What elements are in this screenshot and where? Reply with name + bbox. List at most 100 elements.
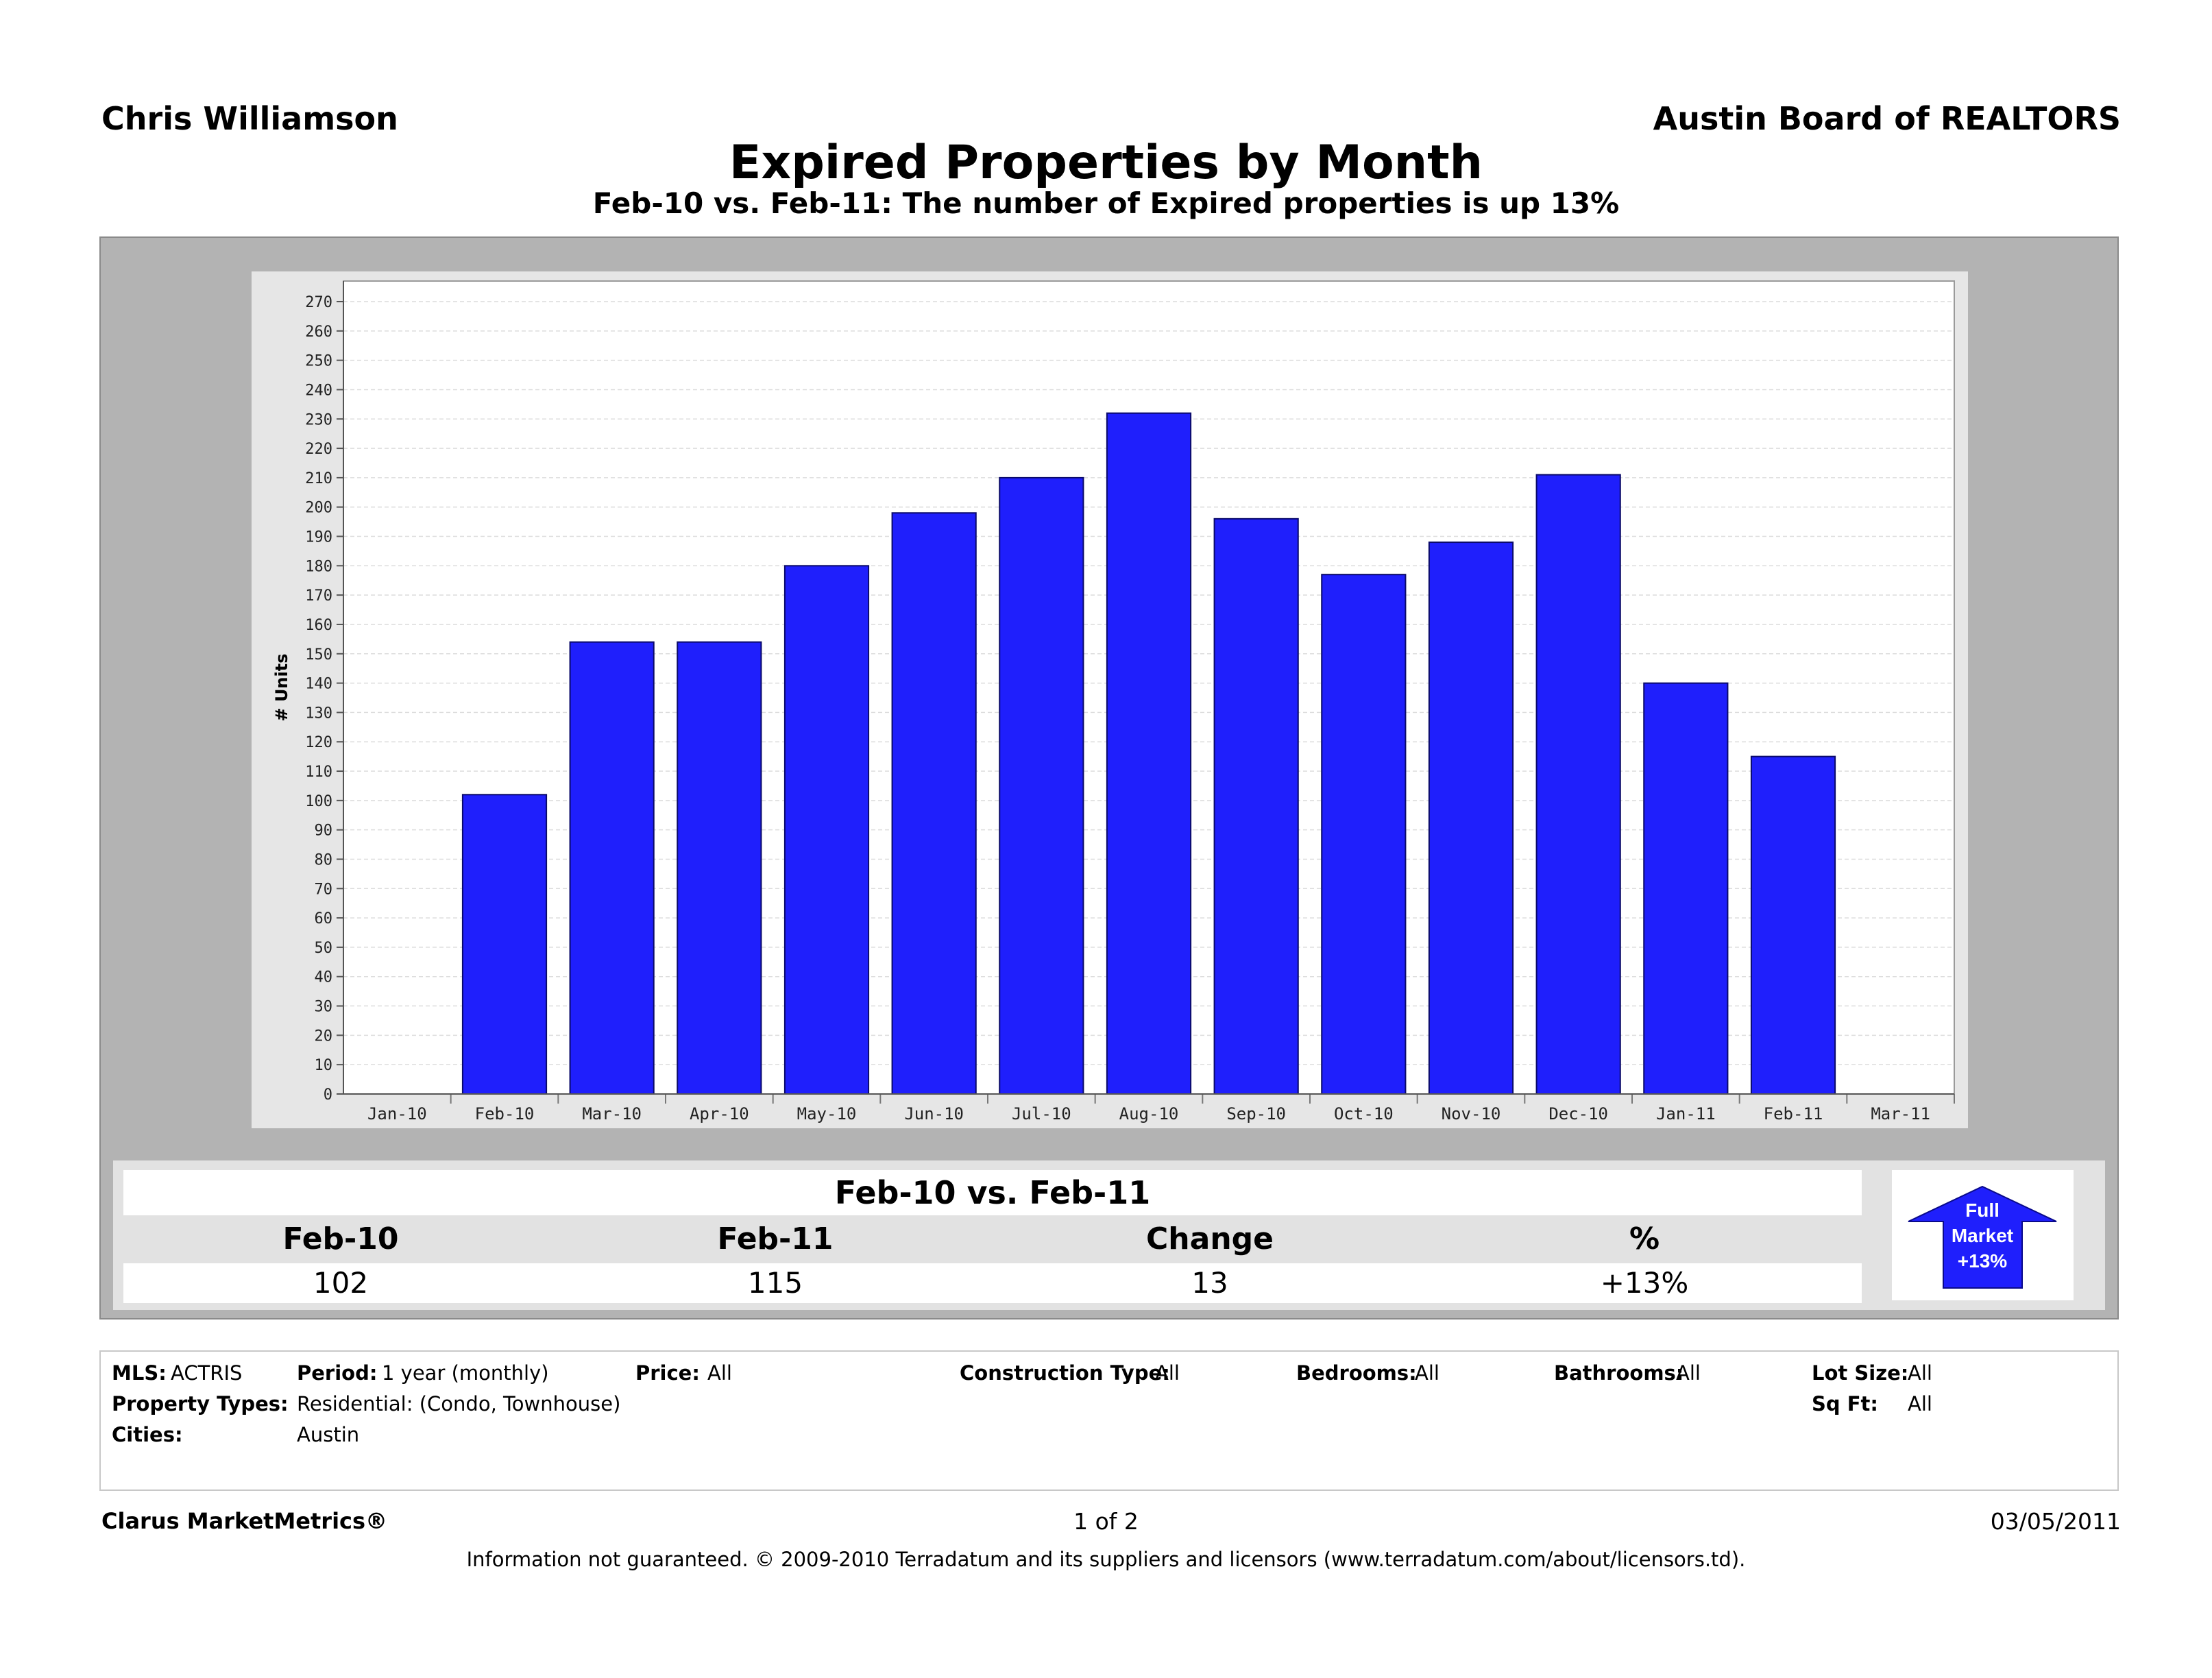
y-tick-label: 120 bbox=[305, 734, 332, 751]
cities-value: Austin bbox=[297, 1423, 360, 1446]
badge-line3: +13% bbox=[1958, 1250, 2007, 1272]
lot-size-label: Lot Size: bbox=[1812, 1361, 1909, 1385]
brand-footer: Clarus MarketMetrics® bbox=[101, 1508, 388, 1534]
x-tick-label: Jan-10 bbox=[367, 1104, 427, 1123]
y-tick-label: 150 bbox=[305, 646, 332, 664]
board-name: Austin Board of REALTORS bbox=[1653, 100, 2121, 137]
up-arrow-icon: Full Market +13% bbox=[1908, 1185, 2057, 1289]
lot-size-value: All bbox=[1908, 1361, 1932, 1385]
x-tick-label: Feb-10 bbox=[475, 1104, 535, 1123]
badge-line2: Market bbox=[1952, 1225, 2013, 1246]
header-feb10: Feb-10 bbox=[282, 1221, 399, 1256]
bar-May-10 bbox=[783, 565, 870, 1095]
comparison-value-row bbox=[123, 1263, 1862, 1303]
x-tick-label: Mar-10 bbox=[582, 1104, 642, 1123]
y-tick-label: 100 bbox=[305, 793, 332, 810]
property-types-value: Residential: (Condo, Townhouse) bbox=[297, 1392, 621, 1415]
agent-name: Chris Williamson bbox=[101, 100, 398, 137]
bar-Sep-10 bbox=[1213, 518, 1299, 1095]
price-value: All bbox=[707, 1361, 732, 1385]
price-label: Price: bbox=[635, 1361, 700, 1385]
period-label: Period: bbox=[297, 1361, 378, 1385]
y-tick-label: 230 bbox=[305, 411, 332, 428]
x-tick-label: Jun-10 bbox=[904, 1104, 964, 1123]
y-tick-label: 130 bbox=[305, 705, 332, 722]
y-tick-label: 260 bbox=[305, 324, 332, 341]
bar-Jul-10 bbox=[999, 476, 1084, 1095]
y-tick-label: 220 bbox=[305, 441, 332, 458]
report-subtitle: Feb-10 vs. Feb-11: The number of Expired… bbox=[592, 186, 1620, 220]
y-tick-label: 210 bbox=[305, 470, 332, 487]
y-tick-label: 80 bbox=[315, 851, 333, 868]
mls-label: MLS: bbox=[112, 1361, 167, 1385]
x-tick-label: Dec-10 bbox=[1548, 1104, 1608, 1123]
y-tick-label: 40 bbox=[315, 969, 333, 986]
x-tick-label: Oct-10 bbox=[1334, 1104, 1394, 1123]
y-tick-label: 170 bbox=[305, 587, 332, 605]
x-tick-label: May-10 bbox=[797, 1104, 857, 1123]
comparison-title: Feb-10 vs. Feb-11 bbox=[834, 1174, 1151, 1211]
y-tick-label: 10 bbox=[315, 1057, 333, 1074]
bedrooms-label: Bedrooms: bbox=[1296, 1361, 1417, 1385]
header-percent: % bbox=[1629, 1221, 1660, 1256]
y-tick-label: 270 bbox=[305, 294, 332, 311]
bathrooms-value: All bbox=[1676, 1361, 1701, 1385]
y-tick-label: 20 bbox=[315, 1028, 333, 1045]
bedrooms-value: All bbox=[1415, 1361, 1439, 1385]
bar-Oct-10 bbox=[1321, 574, 1407, 1095]
report-title: Expired Properties by Month bbox=[729, 136, 1483, 190]
page-number: 1 of 2 bbox=[1073, 1508, 1139, 1535]
header-change: Change bbox=[1146, 1221, 1274, 1256]
y-tick-label: 50 bbox=[315, 940, 333, 957]
bar-Jan-11 bbox=[1643, 682, 1729, 1095]
construction-value: All bbox=[1155, 1361, 1180, 1385]
y-tick-label: 200 bbox=[305, 500, 332, 517]
sqft-value: All bbox=[1908, 1392, 1932, 1415]
bar-Nov-10 bbox=[1428, 542, 1514, 1095]
bar-Apr-10 bbox=[677, 641, 762, 1095]
x-tick-label: Nov-10 bbox=[1442, 1104, 1501, 1123]
x-tick-label: Sep-10 bbox=[1226, 1104, 1286, 1123]
header-feb11: Feb-11 bbox=[717, 1221, 834, 1256]
cities-label: Cities: bbox=[112, 1423, 183, 1446]
y-tick-label: 70 bbox=[315, 881, 333, 898]
comparison-title-row bbox=[123, 1170, 1862, 1215]
x-tick-label: Jan-11 bbox=[1656, 1104, 1716, 1123]
bar-Feb-10 bbox=[461, 794, 548, 1095]
bar-Jun-10 bbox=[891, 512, 977, 1095]
badge-line1: Full bbox=[1965, 1200, 2000, 1221]
sqft-label: Sq Ft: bbox=[1812, 1392, 1879, 1415]
x-tick-label: Feb-11 bbox=[1764, 1104, 1823, 1123]
y-tick-label: 180 bbox=[305, 558, 332, 575]
x-tick-label: Aug-10 bbox=[1119, 1104, 1179, 1123]
x-tick-label: Apr-10 bbox=[690, 1104, 749, 1123]
bathrooms-label: Bathrooms: bbox=[1554, 1361, 1684, 1385]
disclaimer: Information not guaranteed. © 2009-2010 … bbox=[466, 1548, 1746, 1571]
y-tick-label: 240 bbox=[305, 382, 332, 399]
bar-Dec-10 bbox=[1535, 474, 1621, 1095]
value-feb11: 115 bbox=[747, 1266, 803, 1300]
bar-chart: 0 10 20 30 40 50 60 70 80 90 100 110 120 130 140 150 160… bbox=[272, 280, 1955, 1123]
y-tick-label: 250 bbox=[305, 353, 332, 370]
mls-value: ACTRIS bbox=[171, 1361, 243, 1385]
period-value: 1 year (monthly) bbox=[382, 1361, 549, 1385]
value-percent: +13% bbox=[1600, 1266, 1689, 1300]
y-tick-label: 190 bbox=[305, 529, 332, 546]
y-tick-label: 160 bbox=[305, 617, 332, 634]
value-change: 13 bbox=[1191, 1266, 1228, 1300]
bar-Mar-10 bbox=[569, 641, 655, 1095]
y-tick-label: 110 bbox=[305, 764, 332, 781]
y-tick-label: 140 bbox=[305, 676, 332, 693]
y-tick-label: 60 bbox=[315, 910, 333, 927]
x-tick-label: Jul-10 bbox=[1012, 1104, 1071, 1123]
property-types-label: Property Types: bbox=[112, 1392, 289, 1415]
y-axis-label: # Units bbox=[272, 653, 291, 721]
construction-label: Construction Type: bbox=[960, 1361, 1170, 1385]
x-tick-label: Mar-11 bbox=[1871, 1104, 1930, 1123]
value-feb10: 102 bbox=[313, 1266, 369, 1300]
bar-Feb-11 bbox=[1750, 755, 1836, 1095]
y-tick-label: 90 bbox=[315, 823, 333, 840]
bar-Aug-10 bbox=[1106, 412, 1192, 1095]
y-tick-label: 0 bbox=[324, 1086, 332, 1104]
report-date: 03/05/2011 bbox=[1990, 1508, 2121, 1535]
